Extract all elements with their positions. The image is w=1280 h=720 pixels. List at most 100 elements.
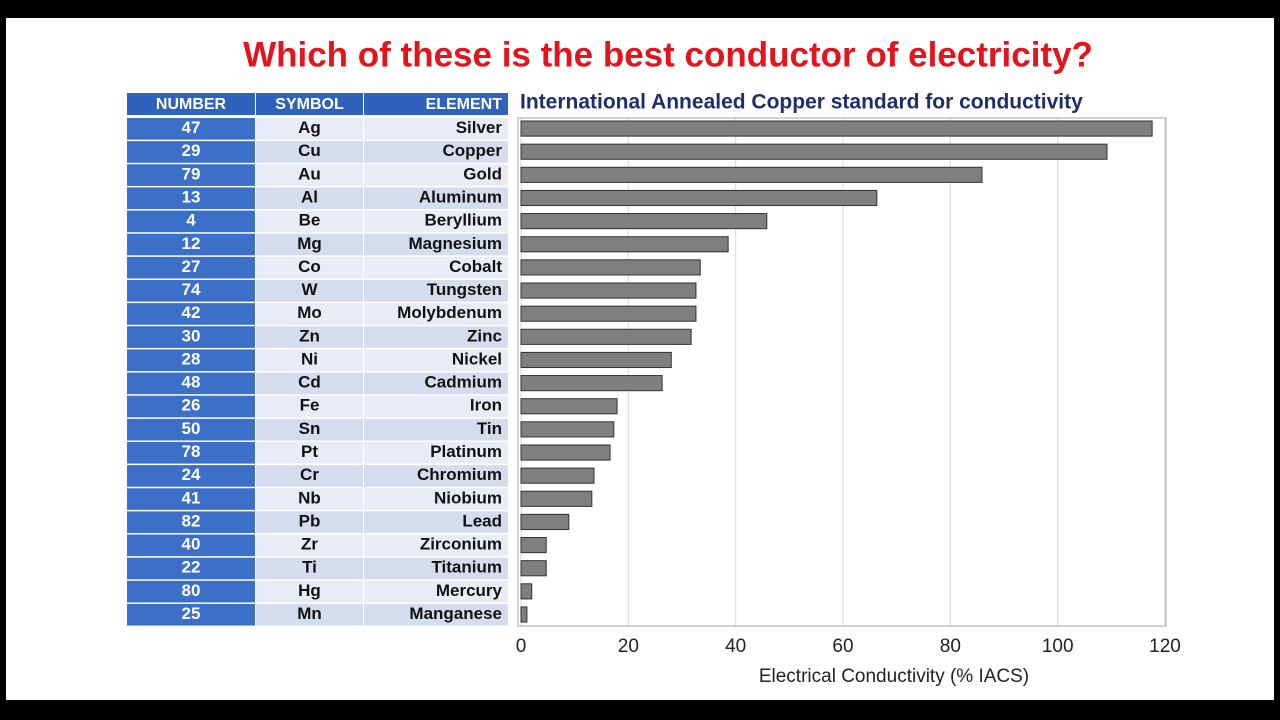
table-text: Be — [299, 211, 321, 230]
table-text: Co — [298, 257, 321, 276]
table-text: Chromium — [417, 465, 502, 484]
bar — [520, 259, 701, 276]
table-cell — [364, 303, 508, 325]
table-cell — [364, 511, 508, 534]
table-cell — [127, 187, 255, 210]
table-text: 25 — [182, 604, 201, 623]
table-cell — [127, 326, 255, 348]
table-cell — [256, 557, 363, 580]
x-tick-label: 60 — [832, 636, 853, 657]
x-tick-label: 40 — [725, 636, 746, 657]
bar — [520, 328, 692, 345]
table-cell — [256, 349, 363, 372]
table-cell — [127, 603, 255, 626]
x-tick-label: 80 — [940, 636, 961, 657]
x-tick-label: 0 — [516, 636, 527, 657]
table-cell — [127, 141, 255, 163]
table-text: Silver — [456, 118, 503, 137]
table-text: Cadmium — [425, 373, 502, 392]
table-text: Mn — [297, 604, 322, 623]
table-cell — [127, 441, 255, 464]
header-cell — [256, 93, 363, 115]
table-cell — [127, 557, 255, 580]
table-text: Zinc — [467, 326, 502, 345]
table-cell — [256, 210, 363, 233]
table-text: Pb — [299, 511, 321, 530]
table-cell — [127, 164, 255, 186]
table-cell — [256, 465, 363, 487]
bar — [520, 351, 672, 369]
table-text: Ti — [302, 558, 317, 577]
table-text: 50 — [182, 419, 201, 438]
bar — [520, 282, 697, 299]
table-cell — [256, 118, 363, 140]
table-text: Zn — [299, 326, 320, 345]
table-cell — [364, 418, 508, 441]
table-cell — [127, 580, 255, 603]
bar — [520, 189, 878, 207]
table-cell — [256, 187, 363, 210]
bar — [520, 606, 528, 623]
table-cell — [256, 580, 363, 603]
plot-frame — [517, 117, 1167, 627]
bar — [520, 490, 593, 507]
table-text: 74 — [182, 280, 201, 299]
table-cell — [256, 441, 363, 464]
bar — [520, 120, 1153, 137]
table-text: Platinum — [430, 442, 502, 461]
table-cell — [127, 210, 255, 233]
table-text: Magnesium — [408, 234, 502, 253]
table-cell — [364, 580, 508, 603]
table-text: Gold — [463, 164, 502, 183]
table-cell — [256, 233, 363, 256]
header-cell — [127, 93, 255, 115]
table-cell — [364, 349, 508, 372]
table-text: Mg — [297, 234, 322, 253]
table-text: Tungsten — [427, 280, 502, 299]
table-cell — [364, 372, 508, 395]
table-cell — [256, 164, 363, 186]
table-text: Cr — [300, 465, 319, 484]
table-cell — [364, 441, 508, 464]
table-cell — [364, 233, 508, 256]
table-cell — [256, 372, 363, 395]
table-text: 79 — [182, 164, 201, 183]
table-cell — [256, 418, 363, 441]
table-text: 48 — [182, 373, 201, 392]
table-text: 26 — [182, 396, 201, 415]
table-cell — [256, 279, 363, 302]
table-cell — [127, 395, 255, 418]
table-text: Fe — [300, 396, 320, 415]
header-label: ELEMENT — [426, 96, 503, 113]
bar — [520, 305, 697, 322]
table-text: Cu — [298, 141, 321, 160]
table-cell — [127, 303, 255, 325]
table-cell — [127, 279, 255, 302]
table-cell — [256, 395, 363, 418]
table-cell — [256, 603, 363, 626]
table-cell — [364, 603, 508, 626]
table-cell — [364, 118, 508, 140]
table-text: 13 — [182, 187, 201, 206]
table-text: Ni — [301, 349, 318, 368]
bar — [520, 398, 618, 415]
table-text: Niobium — [434, 488, 502, 507]
table-text: 22 — [182, 558, 201, 577]
table-cell — [364, 210, 508, 233]
x-axis-title: Electrical Conductivity (% IACS) — [759, 666, 1029, 687]
table-cell — [127, 488, 255, 510]
x-tick-label: 120 — [1149, 636, 1181, 657]
table-cell — [256, 141, 363, 163]
table-text: Mo — [297, 303, 322, 322]
header-label: NUMBER — [156, 96, 227, 113]
table-text: 82 — [182, 511, 201, 530]
table-text: 41 — [182, 488, 201, 507]
bar — [520, 236, 729, 253]
table-cell — [364, 164, 508, 186]
table-cell — [364, 326, 508, 348]
table-text: Cobalt — [449, 257, 502, 276]
table-cell — [364, 395, 508, 418]
table-text: 12 — [182, 234, 201, 253]
table-text: 40 — [182, 535, 201, 554]
